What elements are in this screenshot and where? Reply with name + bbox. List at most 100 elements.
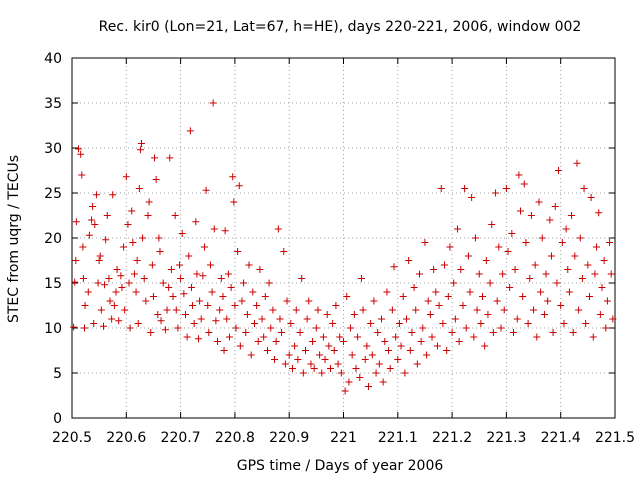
data-point — [112, 288, 120, 296]
data-point — [325, 342, 333, 350]
data-point — [544, 297, 552, 305]
data-point — [560, 320, 568, 327]
data-point — [557, 302, 565, 309]
data-point — [386, 365, 394, 372]
data-point — [401, 369, 409, 377]
data-point — [197, 315, 205, 323]
data-point — [101, 281, 109, 289]
data-point — [444, 293, 452, 300]
data-point — [177, 275, 185, 282]
data-point — [424, 297, 432, 305]
data-point — [204, 302, 212, 309]
data-point — [330, 347, 338, 354]
data-point — [439, 320, 447, 327]
data-point — [276, 315, 284, 323]
data-point — [533, 333, 541, 341]
data-point — [406, 347, 414, 354]
x-tick-label: 221.4 — [541, 430, 581, 446]
data-point — [591, 270, 599, 278]
data-point — [477, 320, 485, 327]
data-point — [571, 252, 579, 260]
data-point — [432, 288, 440, 296]
data-point — [508, 230, 516, 237]
data-point — [145, 198, 153, 206]
data-point — [395, 320, 403, 327]
data-point — [589, 333, 597, 341]
data-point — [526, 275, 534, 282]
data-point — [337, 369, 345, 377]
y-tick-label: 30 — [44, 141, 62, 157]
data-point — [229, 173, 237, 181]
data-point — [609, 315, 617, 323]
y-tick-label: 25 — [44, 186, 62, 202]
data-point — [103, 212, 111, 219]
data-point — [540, 311, 548, 318]
data-point — [433, 342, 441, 350]
data-point — [88, 216, 96, 224]
data-point — [307, 360, 315, 368]
data-point — [294, 356, 302, 363]
data-point — [167, 266, 175, 273]
data-point — [527, 212, 535, 219]
data-point — [253, 302, 261, 309]
data-point — [221, 227, 229, 235]
data-point — [363, 342, 371, 350]
data-point — [372, 369, 380, 377]
data-point — [75, 145, 83, 153]
data-point — [124, 221, 132, 228]
data-point — [72, 257, 80, 264]
data-point — [120, 243, 128, 251]
data-point — [118, 284, 126, 291]
data-point — [419, 324, 427, 332]
data-point — [364, 383, 372, 390]
data-point — [390, 263, 398, 271]
data-point — [292, 306, 300, 314]
data-point — [157, 317, 165, 325]
data-point — [381, 338, 389, 345]
data-point — [106, 297, 114, 305]
data-point — [603, 297, 611, 305]
data-point — [117, 272, 125, 280]
y-tick-label: 40 — [44, 51, 62, 67]
data-point — [375, 360, 383, 368]
data-point — [245, 261, 253, 269]
data-point — [347, 324, 355, 332]
data-point — [421, 239, 429, 246]
data-point — [506, 284, 514, 291]
data-point — [247, 351, 255, 359]
data-point — [128, 207, 136, 215]
data-point — [192, 218, 200, 226]
data-point — [209, 99, 217, 107]
data-point — [174, 324, 182, 332]
data-point — [374, 329, 382, 336]
data-point — [238, 297, 246, 305]
data-point — [519, 293, 527, 300]
data-point — [181, 311, 189, 318]
data-point — [457, 266, 465, 273]
data-point — [473, 306, 481, 314]
data-point — [479, 293, 487, 300]
data-point — [274, 225, 282, 233]
data-point — [132, 288, 140, 296]
data-point — [511, 266, 519, 273]
data-point — [166, 154, 174, 162]
data-point — [513, 315, 521, 323]
data-point — [515, 171, 523, 179]
data-point — [176, 261, 184, 269]
data-point — [348, 351, 356, 359]
data-point — [484, 311, 492, 318]
data-point — [136, 146, 144, 154]
data-point — [606, 239, 614, 246]
data-point — [152, 176, 160, 183]
data-point — [129, 239, 137, 246]
data-point — [299, 369, 307, 377]
data-point — [310, 365, 318, 372]
data-point — [459, 302, 467, 309]
data-point — [334, 360, 342, 368]
data-point — [165, 284, 173, 291]
data-point — [161, 326, 169, 334]
data-point — [267, 324, 275, 332]
data-point — [121, 306, 129, 314]
data-point — [502, 185, 510, 192]
